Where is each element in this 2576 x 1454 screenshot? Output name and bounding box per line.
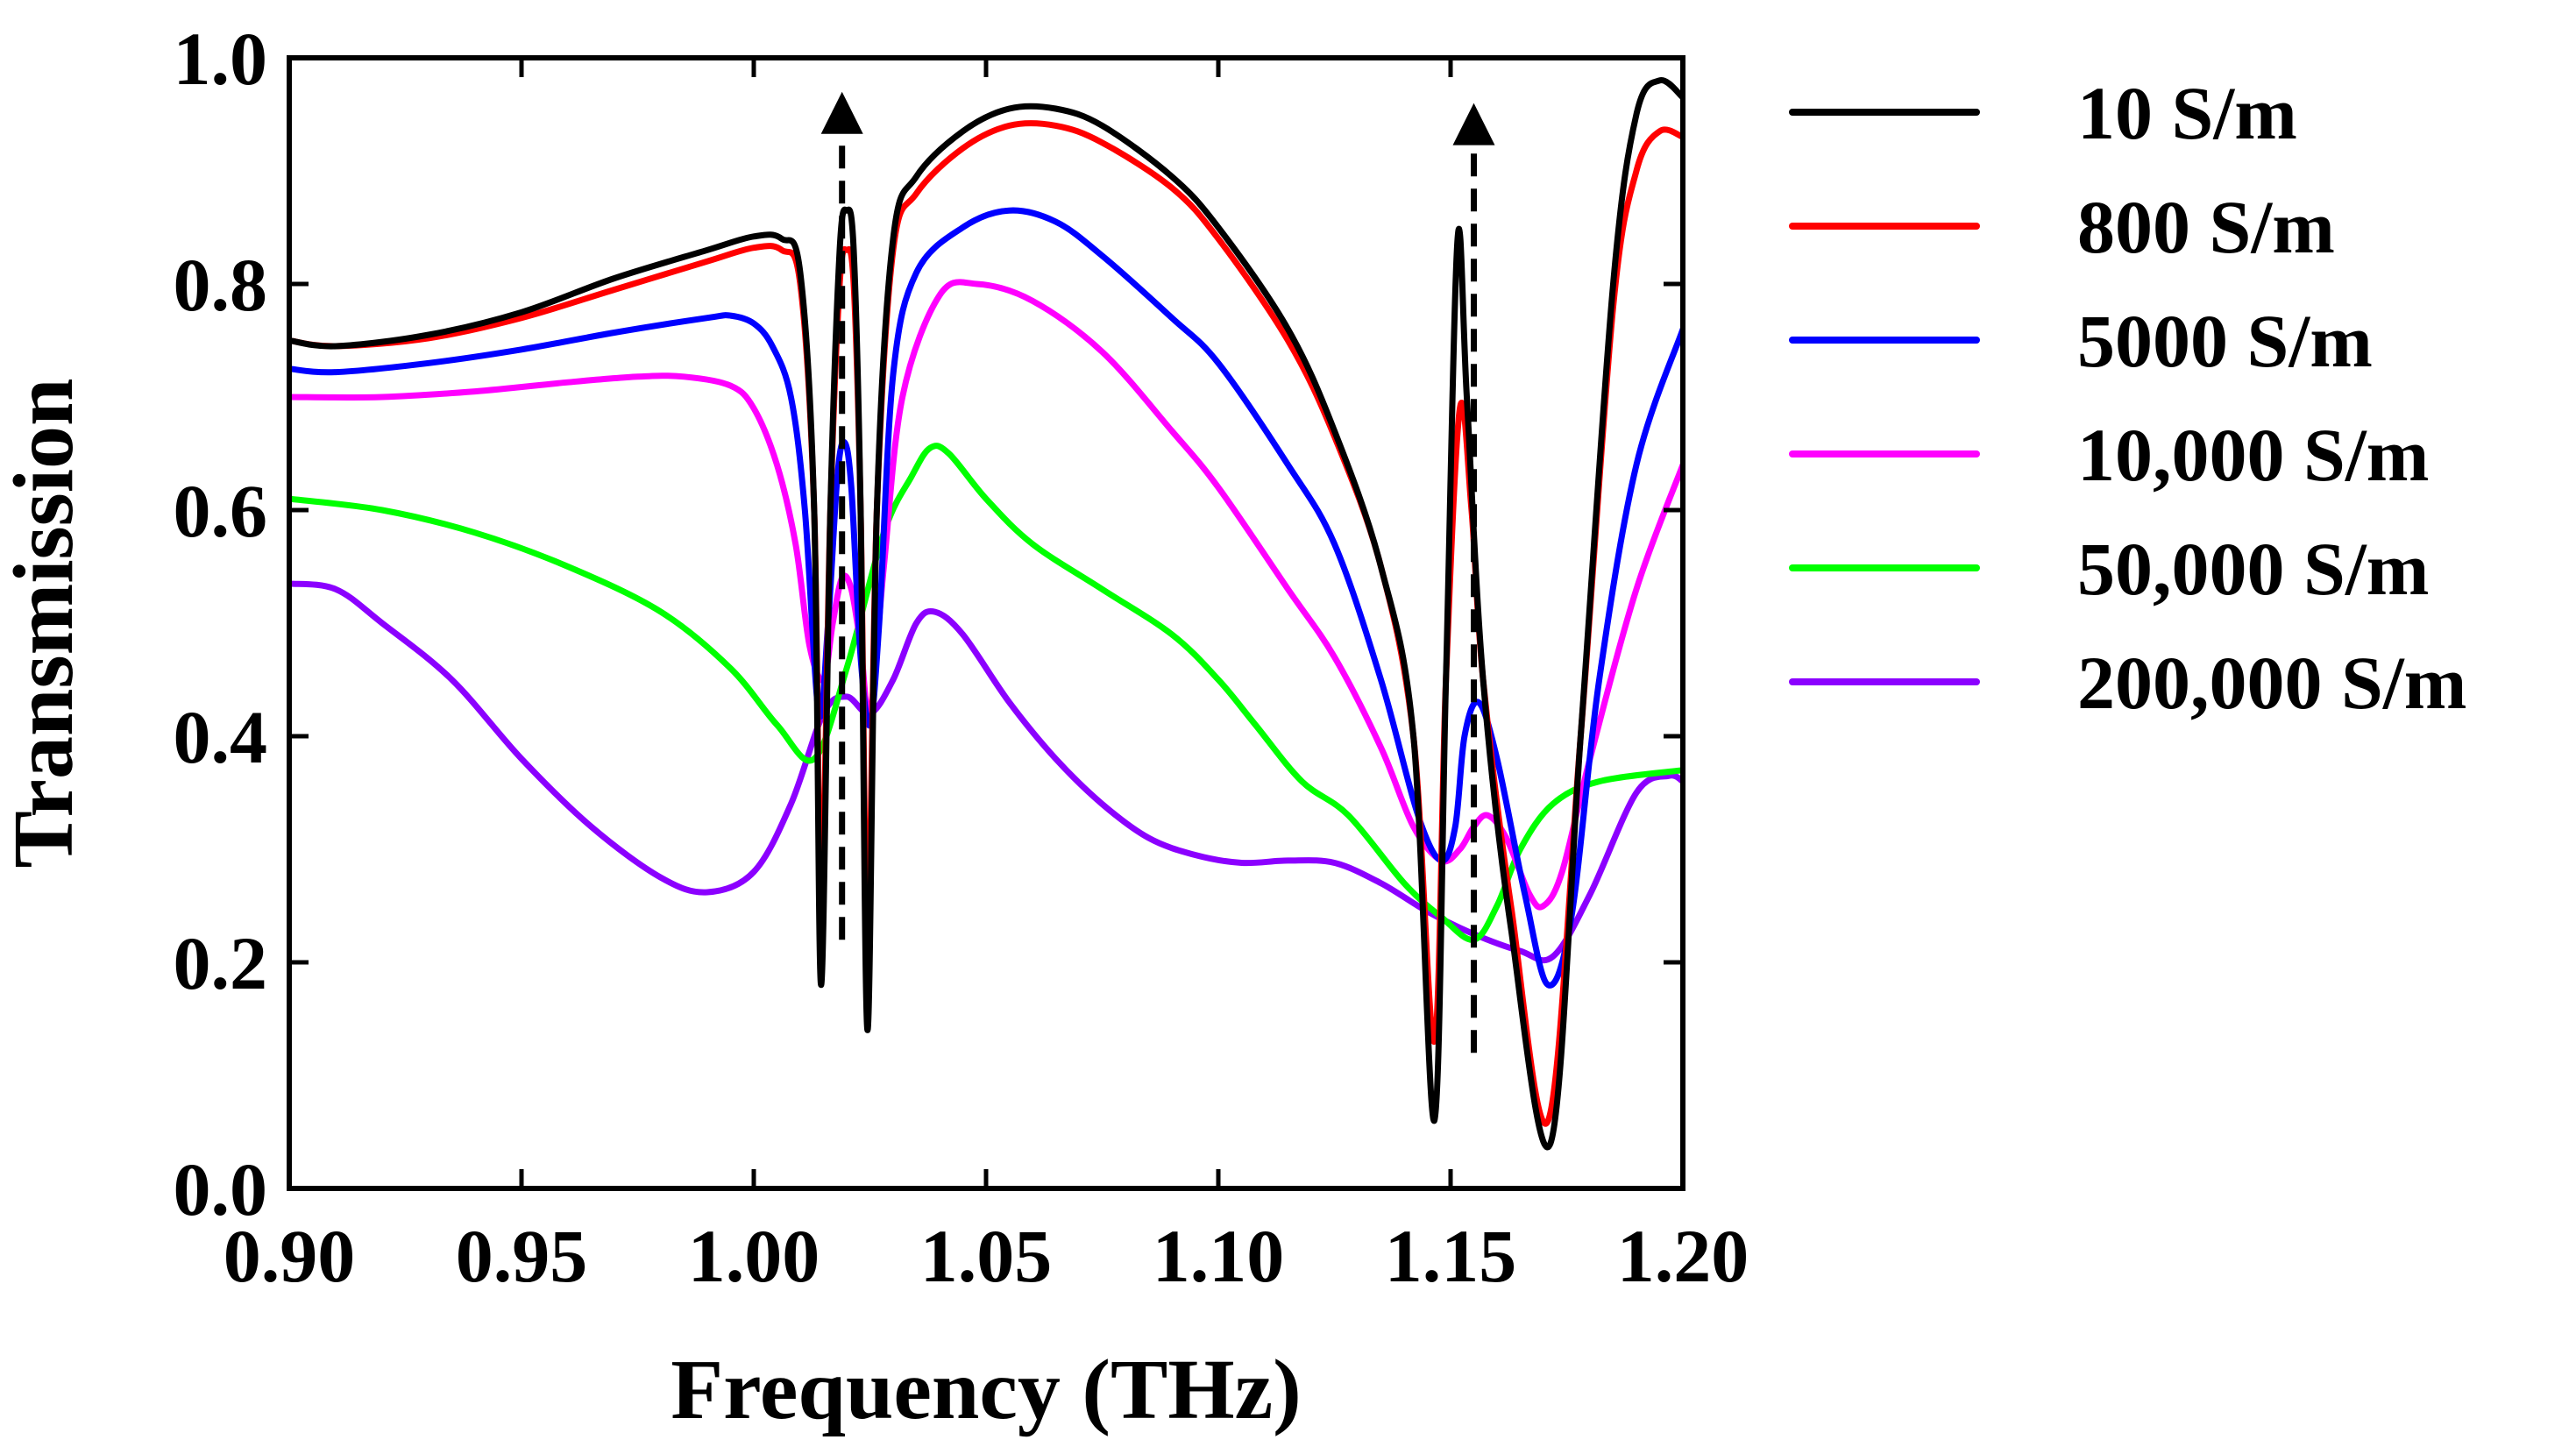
annotation-arrow-up-icon-2: [1452, 103, 1495, 145]
y-tick-label-4: 0.6: [174, 469, 268, 553]
x-tick-label-6: 1.15: [1385, 1214, 1517, 1298]
x-tick-label-7: 1.20: [1617, 1214, 1749, 1298]
series-line-3: [289, 207, 1683, 989]
x-tick-label-2: 0.95: [456, 1214, 588, 1298]
legend-label-2: 800 S/m: [2077, 185, 2335, 269]
x-tick-label-4: 1.05: [920, 1214, 1053, 1298]
series-line-1: [289, 77, 1683, 1151]
y-axis-ticks: 0.0 0.2 0.4 0.6 0.8 1.0: [174, 17, 1683, 1231]
annotation-arrow-up-icon-1: [820, 91, 863, 134]
x-tick-label-3: 1.00: [688, 1214, 820, 1298]
legend: 10 S/m 800 S/m 5000 S/m 10,000 S/m 50,000 S/…: [1789, 71, 2466, 725]
annotation-layer: [820, 91, 1495, 1053]
series-line-6: [289, 580, 1683, 964]
y-tick-label-1: 0.0: [174, 1147, 268, 1231]
x-axis-title: Frequency (THz): [671, 1343, 1301, 1437]
legend-label-5: 50,000 S/m: [2077, 527, 2429, 611]
y-tick-label-2: 0.2: [174, 921, 268, 1005]
x-tick-label-1: 0.90: [224, 1214, 356, 1298]
y-axis-title: Transmission: [0, 378, 91, 868]
y-tick-label-5: 0.8: [174, 243, 268, 327]
legend-label-1: 10 S/m: [2077, 71, 2297, 155]
x-axis-ticks: 0.90 0.95 1.00 1.05 1.10 1.15 1.20: [224, 58, 1749, 1298]
x-tick-label-5: 1.10: [1153, 1214, 1285, 1298]
y-tick-label-6: 1.0: [174, 17, 268, 101]
legend-label-4: 10,000 S/m: [2077, 413, 2429, 497]
y-tick-label-3: 0.4: [174, 695, 268, 779]
series-line-4: [289, 279, 1683, 911]
series-layer: [289, 77, 1683, 1151]
legend-label-6: 200,000 S/m: [2077, 641, 2466, 725]
legend-label-3: 5000 S/m: [2077, 299, 2373, 383]
